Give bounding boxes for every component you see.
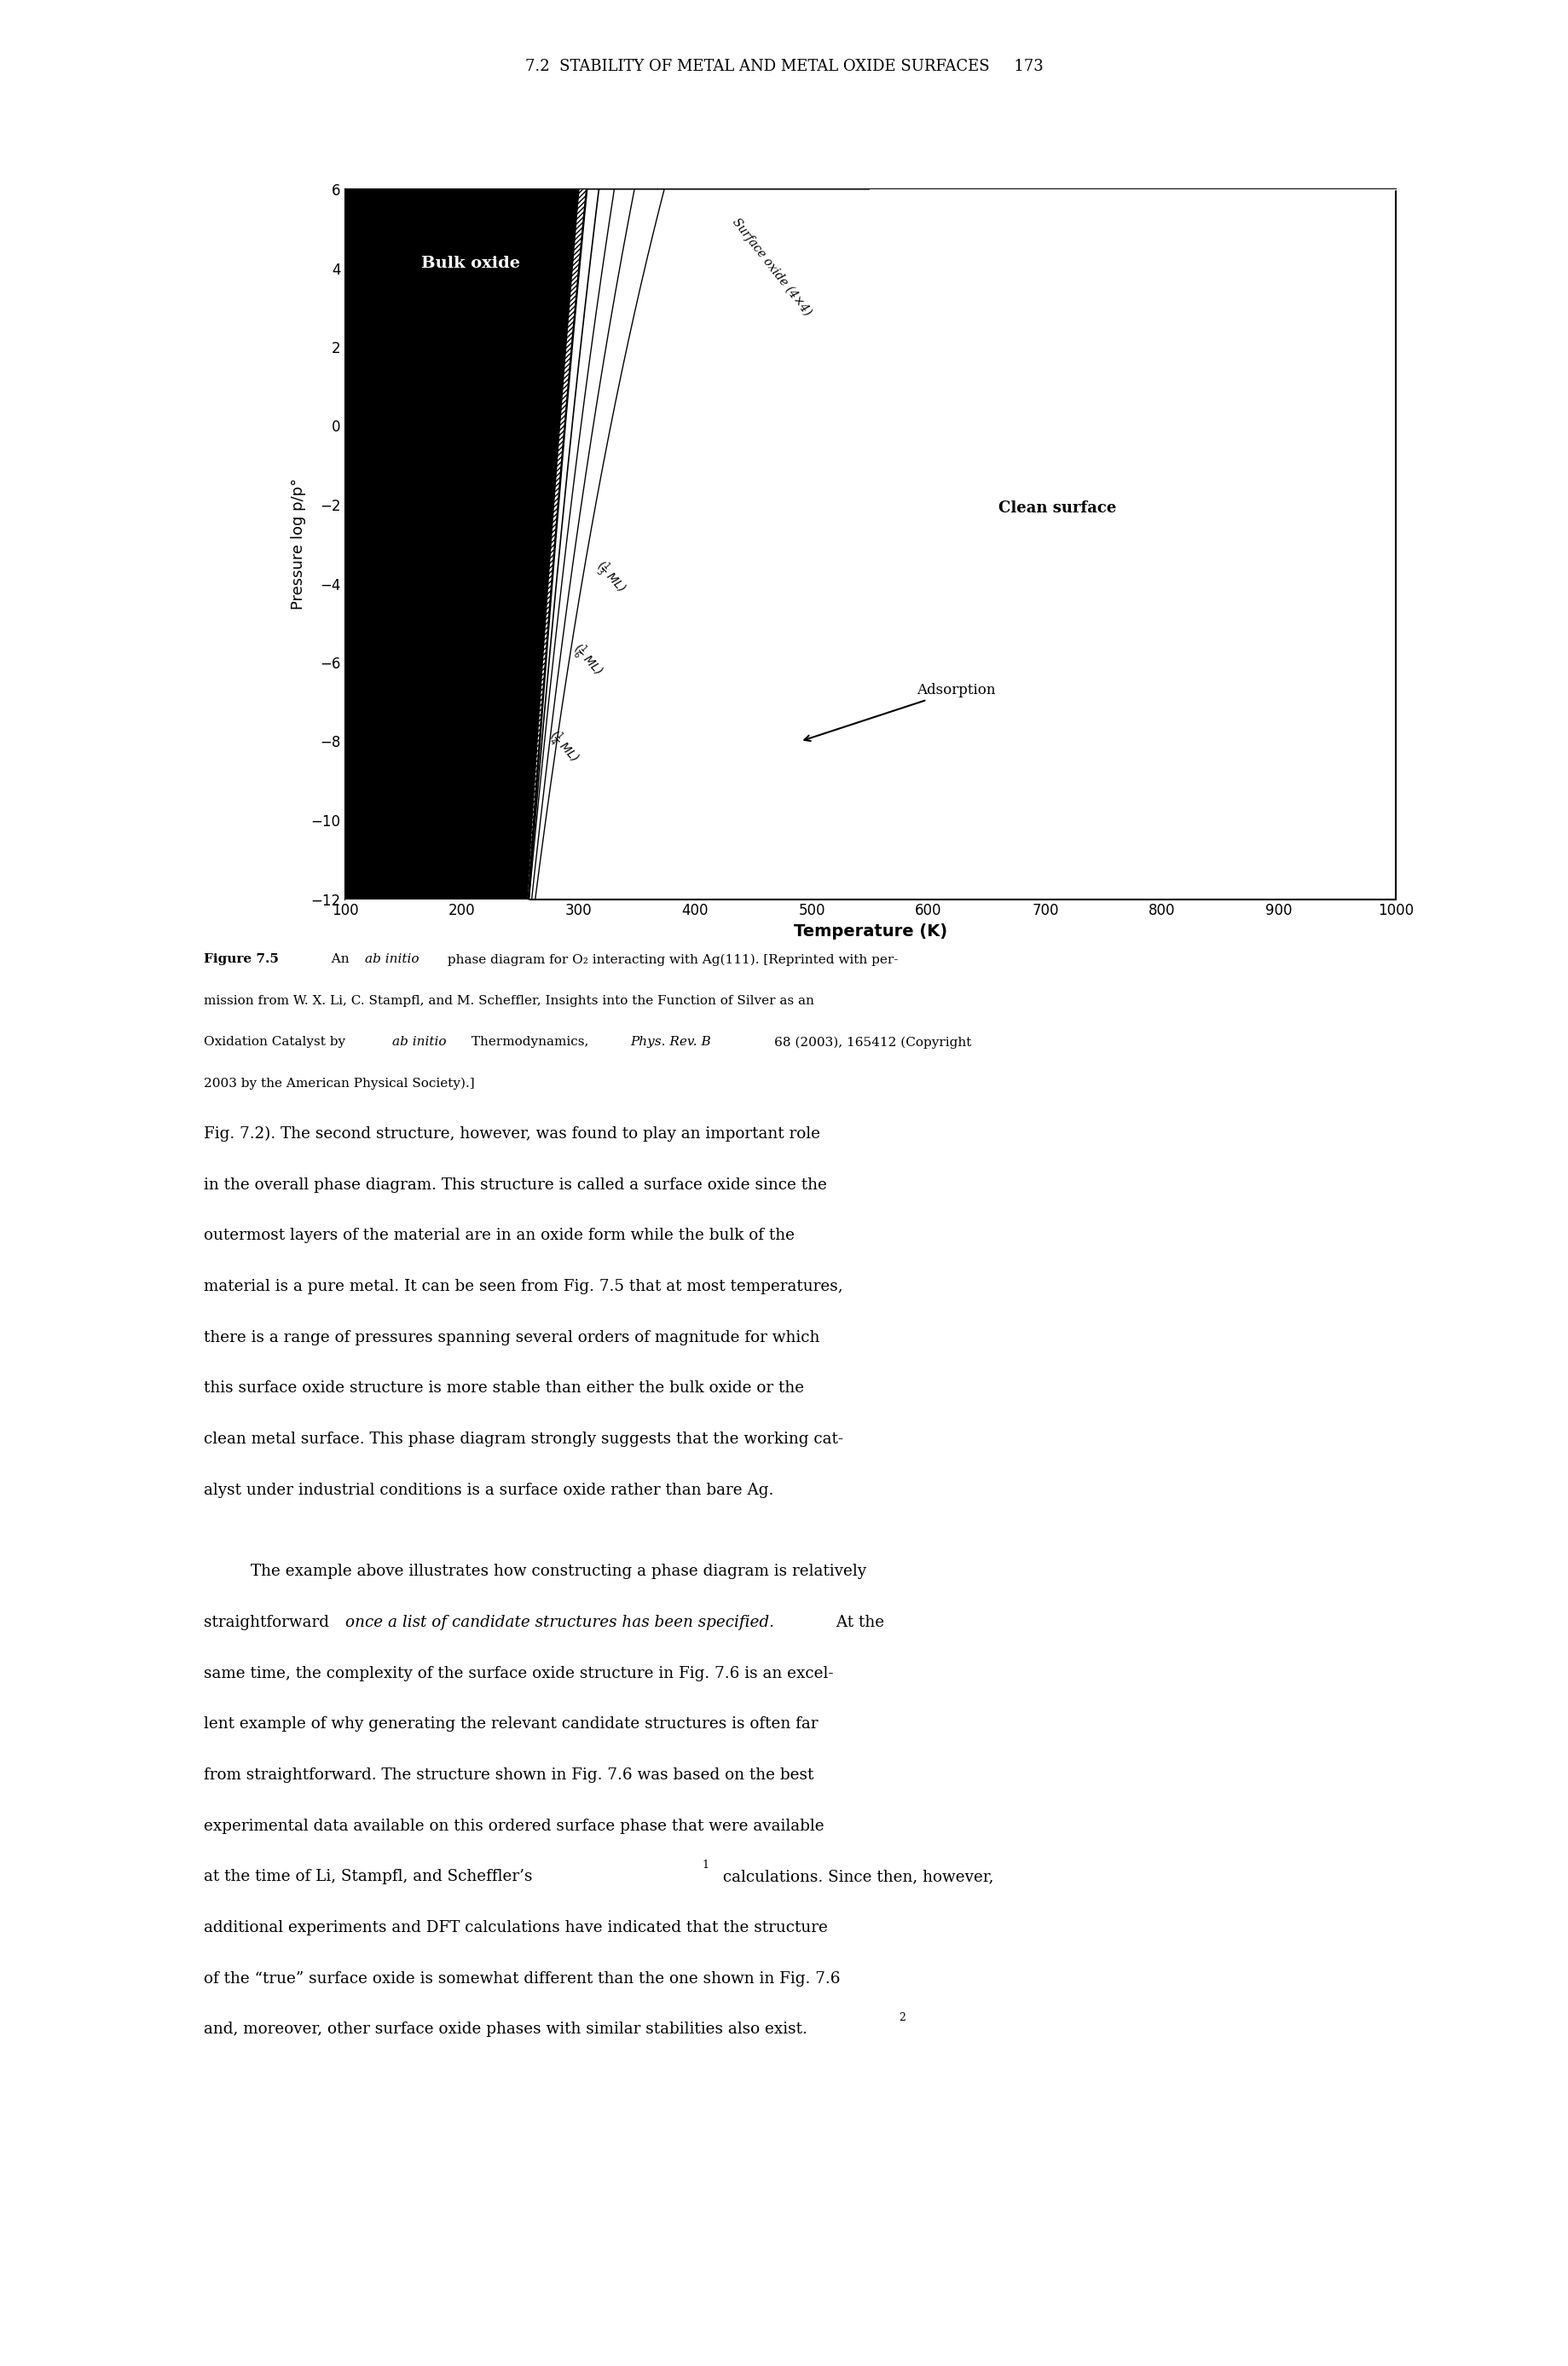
Text: straightforward: straightforward (204, 1614, 334, 1630)
Text: calculations. Since then, however,: calculations. Since then, however, (718, 1869, 994, 1883)
Text: this surface oxide structure is more stable than either the bulk oxide or the: this surface oxide structure is more sta… (204, 1379, 804, 1396)
Text: additional experiments and DFT calculations have indicated that the structure: additional experiments and DFT calculati… (204, 1921, 828, 1935)
Text: phase diagram for O₂ interacting with Ag(111). [Reprinted with per-: phase diagram for O₂ interacting with Ag… (444, 953, 898, 965)
Text: Clean surface: Clean surface (999, 502, 1116, 516)
Text: Bulk oxide: Bulk oxide (420, 256, 519, 272)
Text: Oxidation Catalyst by: Oxidation Catalyst by (204, 1036, 350, 1048)
Text: At the: At the (831, 1614, 884, 1630)
Text: Figure 7.5: Figure 7.5 (204, 953, 279, 965)
Text: alyst under industrial conditions is a surface oxide rather than bare Ag.: alyst under industrial conditions is a s… (204, 1481, 773, 1498)
Text: material is a pure metal. It can be seen from Fig. 7.5 that at most temperatures: material is a pure metal. It can be seen… (204, 1278, 844, 1294)
Text: An: An (323, 953, 353, 965)
Text: Thermodynamics,: Thermodynamics, (467, 1036, 593, 1048)
Text: ab initio: ab initio (392, 1036, 447, 1048)
Text: 2: 2 (898, 2011, 905, 2023)
Text: 68 (2003), 165412 (Copyright: 68 (2003), 165412 (Copyright (757, 1036, 972, 1048)
Text: 7.2  STABILITY OF METAL AND METAL OXIDE SURFACES     173: 7.2 STABILITY OF METAL AND METAL OXIDE S… (525, 59, 1043, 73)
Text: in the overall phase diagram. This structure is called a surface oxide since the: in the overall phase diagram. This struc… (204, 1176, 826, 1192)
Text: at the time of Li, Stampfl, and Scheffler’s: at the time of Li, Stampfl, and Scheffle… (204, 1869, 533, 1883)
Text: and, moreover, other surface oxide phases with similar stabilities also exist.: and, moreover, other surface oxide phase… (204, 2021, 808, 2037)
Text: Adsorption: Adsorption (804, 684, 996, 741)
Text: $(\frac{1}{4}$ ML): $(\frac{1}{4}$ ML) (544, 726, 583, 767)
Text: $(\frac{1}{3}$ ML): $(\frac{1}{3}$ ML) (590, 556, 630, 599)
Text: mission from W. X. Li, C. Stampfl, and M. Scheffler, Insights into the Function : mission from W. X. Li, C. Stampfl, and M… (204, 994, 814, 1008)
Text: 2003 by the American Physical Society).]: 2003 by the American Physical Society).] (204, 1079, 475, 1091)
Text: Fig. 7.2). The second structure, however, was found to play an important role: Fig. 7.2). The second structure, however… (204, 1126, 820, 1143)
Text: lent example of why generating the relevant candidate structures is often far: lent example of why generating the relev… (204, 1718, 818, 1732)
Y-axis label: Pressure log p/p°: Pressure log p/p° (290, 478, 306, 610)
Text: of the “true” surface oxide is somewhat different than the one shown in Fig. 7.6: of the “true” surface oxide is somewhat … (204, 1971, 840, 1985)
Text: outermost layers of the material are in an oxide form while the bulk of the: outermost layers of the material are in … (204, 1228, 795, 1242)
Text: Phys. Rev. B: Phys. Rev. B (630, 1036, 712, 1048)
Text: $(\frac{1}{6}$ ML): $(\frac{1}{6}$ ML) (566, 639, 607, 681)
X-axis label: Temperature (K): Temperature (K) (793, 923, 947, 939)
Text: Surface oxide (4×4): Surface oxide (4×4) (731, 215, 814, 317)
Text: experimental data available on this ordered surface phase that were available: experimental data available on this orde… (204, 1817, 825, 1834)
Text: once a list of candidate structures has been specified.: once a list of candidate structures has … (345, 1614, 775, 1630)
Text: same time, the complexity of the surface oxide structure in Fig. 7.6 is an excel: same time, the complexity of the surface… (204, 1666, 834, 1680)
Text: there is a range of pressures spanning several orders of magnitude for which: there is a range of pressures spanning s… (204, 1330, 820, 1344)
Text: clean metal surface. This phase diagram strongly suggests that the working cat-: clean metal surface. This phase diagram … (204, 1431, 844, 1446)
Text: from straightforward. The structure shown in Fig. 7.6 was based on the best: from straightforward. The structure show… (204, 1767, 814, 1782)
Text: 1: 1 (702, 1860, 709, 1872)
Text: ab initio: ab initio (365, 953, 420, 965)
Text: The example above illustrates how constructing a phase diagram is relatively: The example above illustrates how constr… (251, 1564, 867, 1578)
